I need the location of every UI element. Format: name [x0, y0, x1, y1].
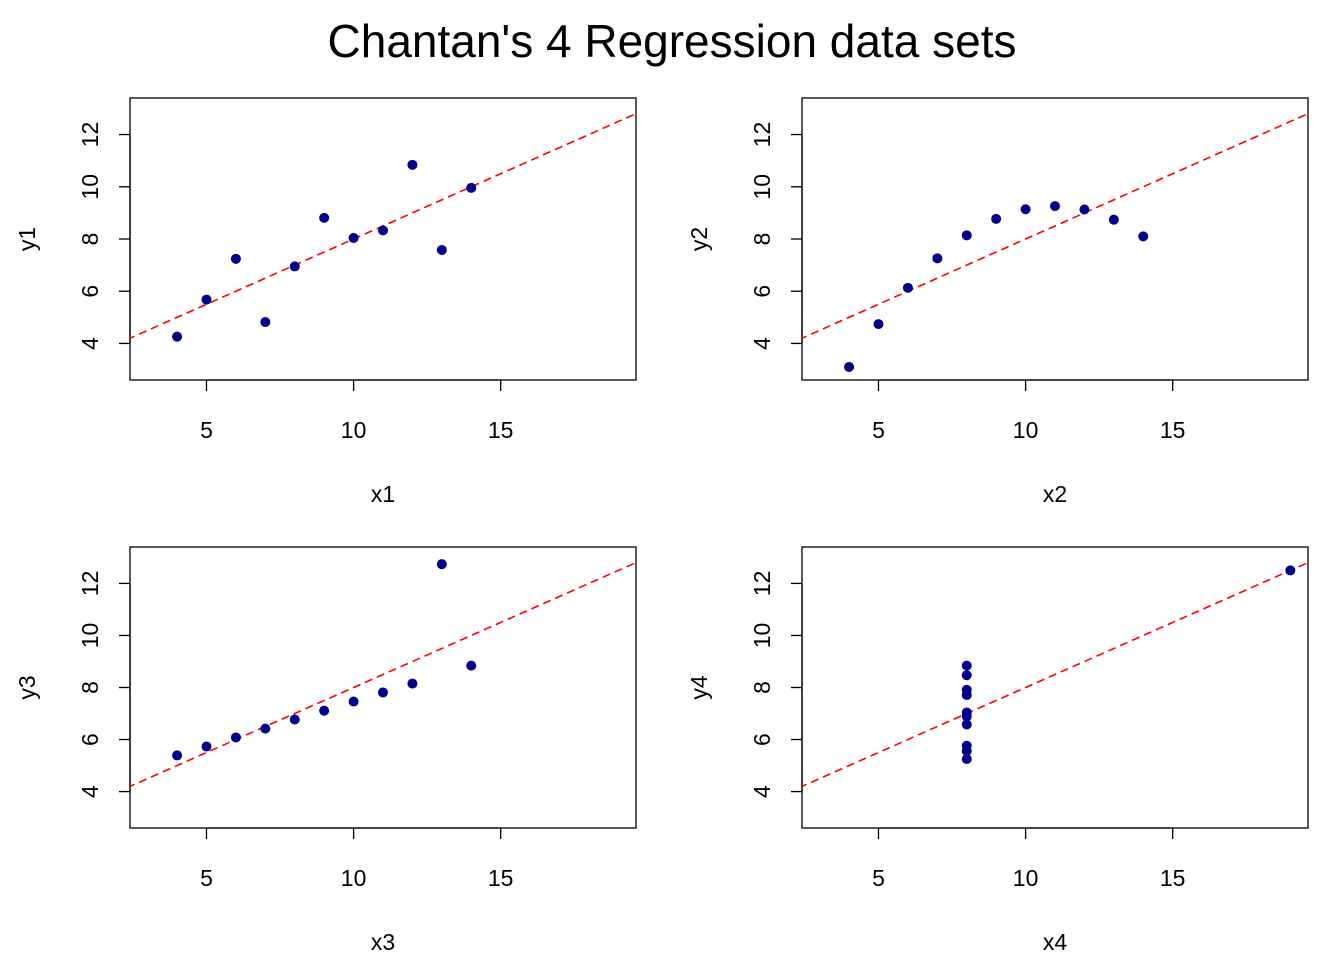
scatter-panel-3: 5 10 15 4 6 8 10 12 x3 y3: [14, 546, 637, 955]
data-point: [961, 719, 972, 730]
scatter-panel-4: 5 10 15 4 6 8 10 12 x4 y4: [686, 546, 1309, 955]
data-point: [1079, 204, 1090, 215]
data-point: [289, 714, 300, 725]
y-axis-title: y3: [14, 675, 40, 699]
x-tick-label: 5: [872, 865, 885, 891]
data-point: [844, 361, 855, 372]
data-point: [436, 244, 447, 255]
plot-frame: [801, 97, 1309, 381]
data-point: [260, 317, 271, 328]
y-tick-label: 8: [749, 233, 775, 246]
y-tick-label: 8: [77, 233, 103, 246]
data-point: [348, 232, 359, 243]
data-point: [1138, 231, 1149, 242]
x-tick-label: 10: [1013, 865, 1039, 891]
y-tick-label: 10: [77, 623, 103, 649]
regression-line: [130, 561, 636, 788]
data-point: [378, 687, 388, 698]
data-point: [172, 331, 183, 342]
data-point: [961, 660, 972, 671]
plot-frame: [129, 97, 637, 381]
data-point: [230, 732, 241, 743]
data-point: [466, 182, 477, 193]
scatter-panel-1: 5 10 15 4 6 8 10 12 x1 y1: [14, 97, 637, 507]
y-tick-label: 6: [77, 285, 103, 298]
y-tick-label: 4: [749, 337, 775, 350]
data-point: [961, 745, 972, 756]
scatter-panel-2: 5 10 15 4 6 8 10 12 x2 y2: [686, 97, 1309, 507]
y-tick-label: 6: [749, 733, 775, 746]
data-point: [407, 159, 418, 170]
y-tick-label: 10: [749, 623, 775, 649]
data-point: [466, 660, 477, 671]
y-tick-label: 6: [77, 733, 103, 746]
x-tick-label: 10: [341, 417, 367, 443]
y-axis-title: y4: [686, 675, 712, 700]
data-point: [319, 212, 330, 223]
data-point: [961, 711, 972, 722]
y-tick-label: 12: [77, 122, 103, 148]
data-point: [407, 678, 418, 689]
data-point: [902, 282, 913, 293]
x-axis-title: x2: [1043, 481, 1067, 507]
x-tick-label: 5: [200, 417, 213, 443]
data-point: [961, 230, 972, 241]
data-point: [289, 261, 300, 272]
y-tick-label: 8: [749, 681, 775, 694]
data-point: [932, 253, 943, 264]
data-point: [1020, 204, 1031, 215]
data-point: [1108, 214, 1119, 225]
data-point: [1050, 201, 1060, 212]
plot-frame: [801, 546, 1309, 829]
chart-title: Chantan's 4 Regression data sets: [327, 15, 1017, 67]
data-point: [172, 750, 183, 761]
x-tick-label: 15: [1160, 417, 1186, 443]
y-tick-label: 10: [77, 174, 103, 200]
y-tick-label: 10: [749, 174, 775, 200]
data-point: [348, 696, 359, 707]
data-point: [230, 253, 241, 264]
data-point: [961, 684, 972, 695]
data-point: [260, 723, 271, 734]
y-tick-label: 6: [749, 285, 775, 298]
y-axis-title: y2: [686, 227, 712, 251]
data-point: [319, 705, 330, 716]
data-point: [961, 754, 972, 765]
x-axis-title: x4: [1043, 929, 1068, 955]
y-tick-label: 12: [77, 571, 103, 597]
y-tick-label: 12: [749, 571, 775, 597]
x-axis-title: x3: [371, 929, 395, 955]
x-axis-title: x1: [371, 481, 395, 507]
x-tick-label: 15: [1160, 865, 1186, 891]
y-axis-title: y1: [14, 227, 40, 251]
data-point: [961, 670, 972, 681]
y-tick-label: 4: [749, 785, 775, 798]
y-tick-label: 4: [77, 337, 103, 350]
data-point: [378, 225, 388, 236]
x-tick-label: 15: [488, 417, 514, 443]
x-tick-label: 5: [872, 417, 885, 443]
regression-line: [802, 112, 1308, 340]
y-tick-label: 8: [77, 681, 103, 694]
x-tick-label: 15: [488, 865, 514, 891]
regression-line: [802, 561, 1308, 788]
data-point: [436, 559, 447, 570]
y-tick-label: 4: [77, 785, 103, 798]
data-point: [1285, 565, 1296, 576]
y-tick-label: 12: [749, 122, 775, 148]
data-point: [201, 741, 212, 752]
data-point: [873, 319, 884, 330]
x-tick-label: 10: [1013, 417, 1039, 443]
data-point: [991, 213, 1002, 224]
x-tick-label: 5: [200, 865, 213, 891]
data-point: [201, 294, 212, 305]
x-tick-label: 10: [341, 865, 367, 891]
